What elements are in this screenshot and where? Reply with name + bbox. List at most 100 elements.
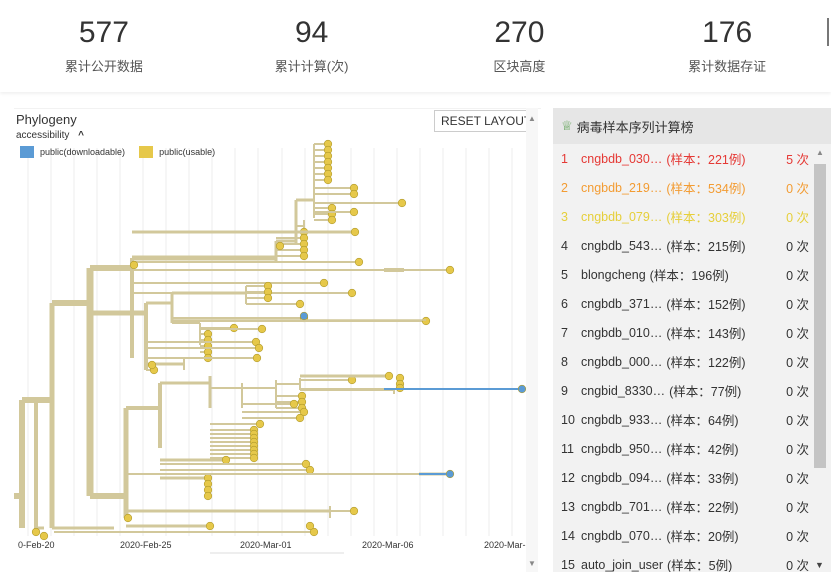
ranking-row[interactable]: 4 cngbdb_543… (样本：215例) 0 次 <box>553 231 815 260</box>
ranking-rank: 10 <box>561 412 575 427</box>
legend: public(downloadable) public(usable) <box>20 146 215 158</box>
stat-computations: 94 累计计算(次) <box>208 0 416 92</box>
ranking-rank: 15 <box>561 557 575 572</box>
tree-tip <box>349 207 359 217</box>
ranking-name: cngbdb_079… <box>581 209 663 224</box>
tree-tip <box>205 521 215 531</box>
ranking-samples: (样本：143例) <box>666 327 746 341</box>
ranking-count: 0 次 <box>786 472 809 486</box>
tree-tip <box>299 251 309 261</box>
ranking-row[interactable]: 14 cngbdb_070… (样本：20例) 0 次 <box>553 521 815 550</box>
tree-tip <box>445 469 455 479</box>
stat-value: 176 <box>702 16 753 49</box>
ranking-name: cngbdb_371… <box>581 296 663 311</box>
ranking-row[interactable]: 3 cngbdb_079… (样本：303例) 0 次 <box>553 202 815 231</box>
ranking-samples: (样本：77例) <box>669 385 742 399</box>
tree-tip <box>349 189 359 199</box>
ranking-name: cngbdb_701… <box>581 499 663 514</box>
ranking-row[interactable]: 1 cngbdb_030… (样本：221例) 5 次 <box>553 144 815 173</box>
stat-public-data: 577 累计公开数据 <box>0 0 208 92</box>
tree-tip <box>257 324 267 334</box>
ranking-samples: (样本：64例) <box>666 414 739 428</box>
ranking-count: 0 次 <box>786 298 809 312</box>
tree-tip <box>327 215 337 225</box>
axis-tick-label: 2020-Mar- <box>484 540 526 550</box>
tree-tip <box>295 299 305 309</box>
ranking-panel: ♕ 病毒样本序列计算榜 1 cngbdb_030… (样本：221例) 5 次 2 cng… <box>553 108 831 572</box>
legend-label-usable[interactable]: public(usable) <box>159 147 216 157</box>
stats-bar: 577 累计公开数据 94 累计计算(次) 270 区块高度 176 累计数据存… <box>0 0 831 92</box>
ranking-samples: (样本：152例) <box>666 298 746 312</box>
phylogeny-scrollbar[interactable]: ▲ ▼ <box>526 108 538 572</box>
stat-label: 累计公开数据 <box>64 59 143 74</box>
ranking-count: 0 次 <box>786 356 809 370</box>
legend-label-downloadable[interactable]: public(downloadable) <box>40 147 126 157</box>
divider <box>827 18 829 46</box>
ranking-row[interactable]: 7 cngbdb_010… (样本：143例) 0 次 <box>553 318 815 347</box>
phylogeny-tree[interactable]: 0-Feb-20 2020-Feb-25 2020-Mar-01 2020-Mar-0… <box>14 108 541 572</box>
tree-tip <box>275 241 285 251</box>
ranking-count: 0 次 <box>786 269 809 283</box>
tree-tip <box>299 407 309 417</box>
ranking-row[interactable]: 6 cngbdb_371… (样本：152例) 0 次 <box>553 289 815 318</box>
ranking-rank: 8 <box>561 354 568 369</box>
ranking-samples: (样本：215例) <box>666 240 746 254</box>
scroll-up-icon[interactable]: ▲ <box>816 148 824 157</box>
scroll-up-icon[interactable]: ▲ <box>528 114 536 123</box>
ranking-count: 0 次 <box>786 240 809 254</box>
tree-tip <box>295 413 305 423</box>
ranking-samples: (样本：221例) <box>666 153 746 167</box>
stat-label: 累计数据存证 <box>688 59 767 74</box>
stat-label: 累计计算(次) <box>274 59 349 74</box>
ranking-row[interactable]: 15 auto_join_user (样本：5例) 0 次 <box>553 550 815 572</box>
ranking-row[interactable]: 2 cngbdb_219… (样本：534例) 0 次 <box>553 173 815 202</box>
ranking-name: cngbdb_070… <box>581 528 663 543</box>
ranking-samples: (样本：42例) <box>666 443 739 457</box>
tree-tip <box>323 175 333 185</box>
ranking-rank: 5 <box>561 267 568 282</box>
tree-tip <box>305 465 315 475</box>
ranking-name: cngbdb_219… <box>581 180 663 195</box>
ranking-count: 0 次 <box>786 501 809 515</box>
tree-tip <box>301 459 311 469</box>
ranking-row[interactable]: 9 cngbid_8330… (样本：77例) 0 次 <box>553 376 815 405</box>
tree-tip <box>384 371 394 381</box>
ranking-row[interactable]: 8 cngbdb_000… (样本：122例) 0 次 <box>553 347 815 376</box>
ranking-samples: (样本：534例) <box>666 182 746 196</box>
ranking-rank: 2 <box>561 180 568 195</box>
tree-tip <box>31 527 41 537</box>
ranking-row[interactable]: 13 cngbdb_701… (样本：22例) 0 次 <box>553 492 815 521</box>
ranking-row[interactable]: 5 blongcheng (样本：196例) 0 次 <box>553 260 815 289</box>
chevron-up-icon[interactable]: ^ <box>78 130 84 141</box>
tree-tip <box>349 506 359 516</box>
ranking-samples: (样本：303例) <box>666 211 746 225</box>
ranking-row[interactable]: 10 cngbdb_933… (样本：64例) 0 次 <box>553 405 815 434</box>
ranking-scrollbar[interactable]: ▲ ▼ <box>810 144 828 572</box>
ranking-row[interactable]: 12 cngbdb_094… (样本：33例) 0 次 <box>553 463 815 492</box>
accessibility-toggle[interactable]: accessibility ^ <box>16 130 84 141</box>
ranking-rank: 11 <box>561 441 574 456</box>
ranking-samples: (样本：196例) <box>649 269 729 283</box>
phylogeny-panel[interactable]: 0-Feb-20 2020-Feb-25 2020-Mar-01 2020-Mar-0… <box>14 108 541 572</box>
tree-tip <box>252 353 262 363</box>
ranking-count: 0 次 <box>786 182 809 196</box>
scroll-down-icon[interactable]: ▼ <box>815 560 824 570</box>
tree-tip <box>263 293 273 303</box>
tree-tip <box>39 531 49 541</box>
ranking-rank: 14 <box>561 528 575 543</box>
ranking-list: 1 cngbdb_030… (样本：221例) 5 次 2 cngbdb_219… (样本：… <box>553 144 815 572</box>
tree-tip <box>255 419 265 429</box>
tree-tip <box>347 288 357 298</box>
scrollbar-thumb[interactable] <box>814 164 826 468</box>
ranking-row[interactable]: 11 cngbdb_950… (样本：42例) 0 次 <box>553 434 815 463</box>
ranking-samples: (样本：33例) <box>666 472 739 486</box>
scroll-down-icon[interactable]: ▼ <box>528 559 536 568</box>
ranking-rank: 6 <box>561 296 568 311</box>
tree-tip <box>299 311 309 321</box>
ranking-name: auto_join_user <box>581 557 664 572</box>
ranking-count: 0 次 <box>786 559 809 572</box>
tree-tip <box>421 316 431 326</box>
ranking-count: 0 次 <box>786 385 809 399</box>
reset-layout-button[interactable]: RESET LAYOUT <box>434 110 539 132</box>
tree-tip <box>350 227 360 237</box>
